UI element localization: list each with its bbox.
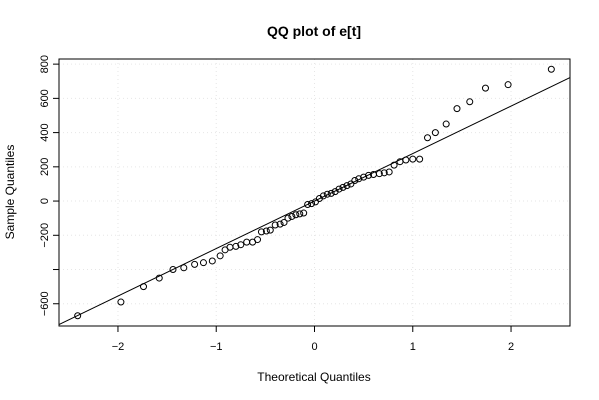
- data-point: [431, 129, 439, 137]
- data-point: [327, 189, 335, 197]
- data-point: [308, 200, 316, 208]
- data-point: [339, 183, 347, 191]
- data-point: [257, 228, 265, 236]
- data-point: [375, 170, 383, 178]
- data-point: [300, 209, 308, 217]
- data-point: [311, 198, 319, 206]
- data-point: [74, 312, 82, 320]
- data-point: [360, 173, 368, 181]
- data-point: [254, 236, 262, 244]
- y-axis-label: Sample Quantiles: [3, 145, 17, 240]
- data-point: [117, 298, 125, 306]
- data-point: [191, 260, 199, 268]
- y-tick-label: 800: [39, 55, 51, 73]
- data-point: [276, 220, 284, 228]
- data-point: [424, 134, 432, 142]
- y-axis: −600 −200 0 200 400 600 800: [39, 55, 59, 316]
- data-point: [140, 283, 148, 291]
- y-tick-label: −600: [39, 291, 51, 316]
- gridlines: [59, 59, 570, 326]
- data-point: [180, 264, 188, 272]
- data-point: [380, 169, 388, 177]
- data-point: [288, 212, 296, 220]
- data-point: [237, 241, 245, 249]
- data-point: [365, 171, 373, 179]
- data-point: [208, 257, 216, 265]
- x-tick-label: 2: [508, 341, 514, 353]
- data-point: [347, 180, 355, 188]
- data-point: [416, 155, 424, 163]
- data-point: [262, 227, 270, 235]
- chart-title: QQ plot of e[t]: [267, 23, 361, 39]
- x-axis: −2 −1 0 1 2: [112, 326, 514, 353]
- data-point: [351, 177, 359, 185]
- data-point: [216, 252, 224, 260]
- data-point: [547, 65, 555, 73]
- data-point: [409, 155, 417, 163]
- data-point: [355, 175, 363, 183]
- y-tick-label: −200: [39, 223, 51, 248]
- data-point: [232, 242, 240, 250]
- y-tick-label: 200: [39, 158, 51, 176]
- data-point: [226, 243, 234, 251]
- data-point: [155, 274, 163, 282]
- data-point: [169, 266, 177, 274]
- data-point: [284, 214, 292, 222]
- data-point: [402, 156, 410, 164]
- data-points: [74, 65, 555, 320]
- data-point: [271, 221, 279, 229]
- x-tick-label: 0: [311, 341, 317, 353]
- data-point: [280, 218, 288, 226]
- data-point: [199, 259, 207, 267]
- data-point: [466, 98, 474, 106]
- data-point: [442, 120, 450, 128]
- data-point: [243, 238, 251, 246]
- x-tick-label: −2: [112, 341, 125, 353]
- data-point: [296, 210, 304, 218]
- y-tick-label: 400: [39, 123, 51, 141]
- data-point: [343, 182, 351, 190]
- data-point: [390, 161, 398, 169]
- data-point: [292, 211, 300, 219]
- x-axis-label: Theoretical Quantiles: [257, 370, 370, 384]
- data-point: [504, 81, 512, 89]
- data-point: [385, 168, 393, 176]
- y-tick-label: 0: [39, 198, 51, 204]
- data-point: [266, 226, 274, 234]
- data-point: [323, 190, 331, 198]
- data-point: [453, 105, 461, 113]
- x-tick-label: −1: [210, 341, 223, 353]
- data-point: [304, 200, 312, 208]
- y-tick-label: 600: [39, 89, 51, 107]
- data-point: [481, 84, 489, 92]
- x-tick-label: 1: [410, 341, 416, 353]
- data-point: [335, 185, 343, 193]
- data-point: [319, 192, 327, 200]
